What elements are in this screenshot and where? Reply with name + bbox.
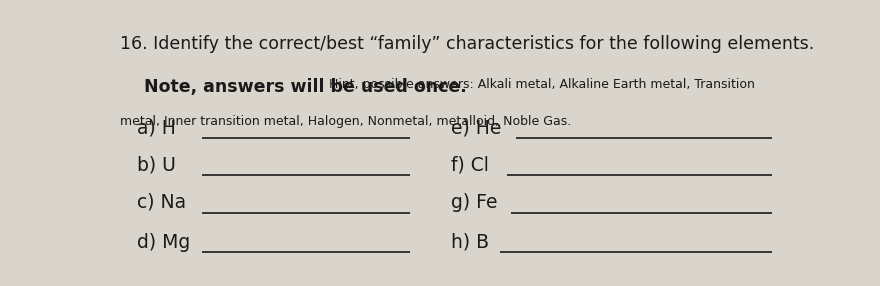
Text: Note, answers will be used once.: Note, answers will be used once. — [121, 78, 467, 96]
Text: 16. Identify the correct/best “family” characteristics for the following element: 16. Identify the correct/best “family” c… — [121, 35, 815, 53]
Text: Hint, possible answers: Alkali metal, Alkaline Earth metal, Transition: Hint, possible answers: Alkali metal, Al… — [325, 78, 755, 91]
Text: metal, Inner transition metal, Halogen, Nonmetal, metalloid, Noble Gas.: metal, Inner transition metal, Halogen, … — [121, 115, 571, 128]
Text: d) Mg: d) Mg — [137, 233, 191, 251]
Text: h) B: h) B — [451, 233, 489, 251]
Text: c) Na: c) Na — [137, 193, 187, 212]
Text: b) U: b) U — [137, 156, 176, 174]
Text: e) He: e) He — [451, 118, 502, 137]
Text: g) Fe: g) Fe — [451, 193, 497, 212]
Text: a) H: a) H — [137, 118, 176, 137]
Text: f) Cl: f) Cl — [451, 156, 489, 174]
